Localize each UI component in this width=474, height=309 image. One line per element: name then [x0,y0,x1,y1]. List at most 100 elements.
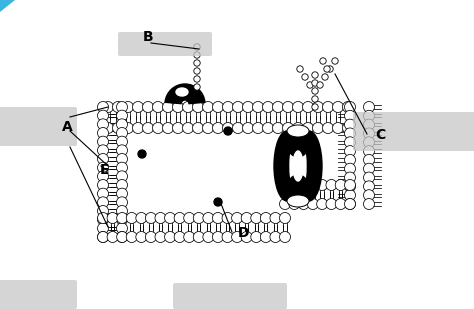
Circle shape [222,122,234,133]
Circle shape [212,231,223,243]
Circle shape [345,190,356,201]
Circle shape [98,136,109,147]
Circle shape [345,119,356,130]
Circle shape [307,198,319,210]
Circle shape [364,154,374,165]
FancyBboxPatch shape [118,32,212,56]
Circle shape [138,150,146,158]
Circle shape [117,213,128,223]
Circle shape [280,180,291,191]
Circle shape [232,213,243,223]
Text: C: C [375,128,385,142]
Circle shape [98,214,109,225]
Circle shape [364,119,374,130]
Circle shape [307,180,319,191]
Circle shape [98,101,109,112]
Circle shape [194,60,200,66]
Circle shape [194,68,200,74]
Circle shape [98,154,109,164]
Circle shape [364,101,374,112]
Polygon shape [0,0,15,12]
Ellipse shape [176,88,188,96]
Circle shape [273,101,283,112]
Circle shape [194,52,200,58]
Circle shape [232,231,243,243]
Circle shape [117,110,128,121]
Circle shape [364,146,374,157]
Circle shape [202,101,213,112]
Circle shape [146,213,156,223]
Circle shape [298,180,309,191]
Circle shape [283,122,293,133]
Circle shape [98,223,109,234]
Circle shape [98,110,109,121]
Circle shape [251,231,262,243]
Circle shape [332,58,338,64]
Circle shape [297,66,303,72]
Circle shape [194,76,200,82]
Circle shape [107,231,118,243]
Circle shape [233,101,244,112]
Circle shape [212,101,224,112]
Circle shape [117,205,128,217]
Circle shape [112,122,124,133]
Circle shape [117,223,128,234]
Circle shape [184,231,195,243]
Circle shape [364,172,374,183]
Circle shape [280,213,291,223]
FancyBboxPatch shape [0,107,77,146]
Circle shape [270,231,281,243]
Circle shape [292,101,303,112]
Circle shape [317,198,328,210]
Circle shape [98,213,109,223]
Circle shape [251,213,262,223]
Circle shape [133,101,144,112]
Circle shape [312,88,318,94]
Circle shape [263,101,273,112]
Circle shape [184,213,195,223]
Text: E: E [100,163,109,177]
Circle shape [155,213,166,223]
Circle shape [253,101,264,112]
FancyBboxPatch shape [0,280,77,309]
FancyBboxPatch shape [353,112,474,151]
Circle shape [273,122,283,133]
Circle shape [136,231,147,243]
Circle shape [98,197,109,208]
Circle shape [98,145,109,156]
Circle shape [143,122,154,133]
Circle shape [222,213,233,223]
Circle shape [193,231,204,243]
Circle shape [345,101,356,112]
Circle shape [345,146,356,157]
Circle shape [345,172,356,183]
Circle shape [98,188,109,199]
Circle shape [117,136,128,147]
Ellipse shape [296,131,322,201]
Circle shape [283,101,293,112]
Circle shape [345,154,356,165]
Ellipse shape [288,175,308,197]
Circle shape [117,231,128,243]
Circle shape [335,180,346,191]
Circle shape [126,213,137,223]
Circle shape [117,231,128,243]
Circle shape [332,122,344,133]
Circle shape [212,213,223,223]
Circle shape [345,198,356,210]
Circle shape [364,198,374,210]
Circle shape [182,122,193,133]
Circle shape [117,197,128,208]
Circle shape [302,101,313,112]
Circle shape [289,198,300,210]
Circle shape [102,122,113,133]
Circle shape [260,231,271,243]
Circle shape [117,180,128,191]
FancyBboxPatch shape [173,283,287,309]
Circle shape [164,231,175,243]
Circle shape [292,122,303,133]
Circle shape [98,231,109,243]
Circle shape [345,110,356,121]
Circle shape [192,122,203,133]
Circle shape [322,101,334,112]
